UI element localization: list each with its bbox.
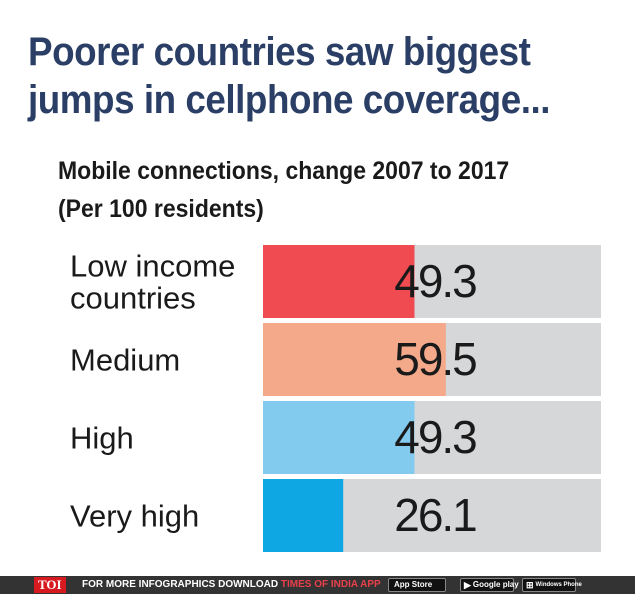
footer-bar: TOI FOR MORE INFOGRAPHICS DOWNLOAD TIMES… <box>0 576 635 594</box>
chart-subtitle: Mobile connections, change 2007 to 2017 … <box>58 157 510 223</box>
bar-1 <box>263 245 415 318</box>
footer-promo-text: FOR MORE INFOGRAPHICS DOWNLOAD <box>82 579 281 590</box>
category-label-4: Very high <box>70 499 199 534</box>
footer-promo: FOR MORE INFOGRAPHICS DOWNLOAD TIMES OF … <box>82 576 381 594</box>
category-label-3: High <box>70 421 134 456</box>
bar-2 <box>263 323 446 396</box>
chart-title: Poorer countries saw biggest jumps in ce… <box>28 30 550 122</box>
bar-4 <box>263 479 344 552</box>
category-label-2: Medium <box>70 343 180 378</box>
google-play-badge[interactable]: ▶ Google play <box>460 578 519 592</box>
google-play-icon: ▶ <box>464 580 471 590</box>
windows-phone-badge[interactable]: ⊞ Windows Phone <box>522 578 582 592</box>
app-store-label: App Store <box>394 580 433 589</box>
bar-value-label-2: 59.5 <box>394 333 476 385</box>
windows-icon: ⊞ <box>526 580 534 590</box>
bar-3 <box>263 401 415 474</box>
category-label-1: Low income countries <box>70 249 235 316</box>
toi-logo: TOI <box>34 577 66 593</box>
app-store-badge[interactable]: App Store <box>388 578 446 592</box>
bar-value-label-3: 49.3 <box>394 411 476 463</box>
bar-chart: 49.3 Low income countries 59.5 Medium 49.3 Hig… <box>70 245 601 552</box>
windows-phone-label: Windows Phone <box>535 582 582 588</box>
footer-app-name: TIMES OF INDIA APP <box>280 579 381 590</box>
google-play-label: Google play <box>472 580 519 589</box>
bar-value-label-4: 26.1 <box>394 489 476 541</box>
bar-value-label-1: 49.3 <box>394 255 476 307</box>
